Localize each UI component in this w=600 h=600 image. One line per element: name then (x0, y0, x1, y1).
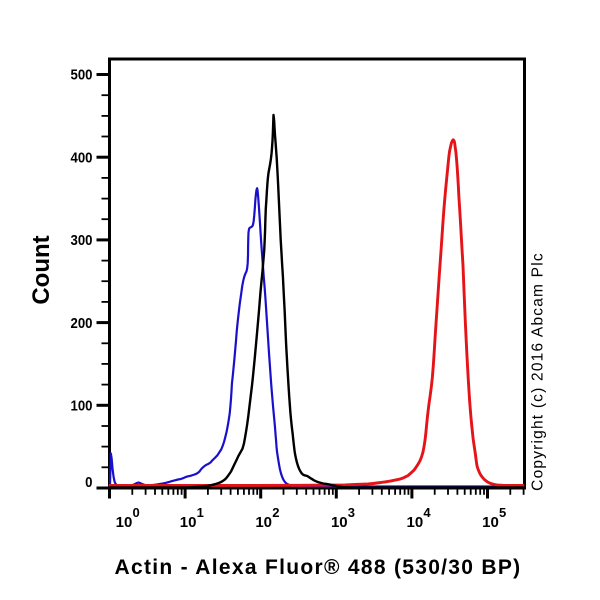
svg-text:3: 3 (348, 505, 355, 520)
svg-text:10: 10 (255, 514, 272, 531)
svg-text:Copyright (c) 2016 Abcam Plc: Copyright (c) 2016 Abcam Plc (530, 252, 547, 491)
svg-text:5: 5 (499, 505, 506, 520)
svg-text:10: 10 (331, 514, 348, 531)
svg-text:10: 10 (482, 514, 499, 531)
svg-text:1: 1 (197, 505, 204, 520)
svg-text:Actin - Alexa Fluor® 488 (530/: Actin - Alexa Fluor® 488 (530/30 BP) (115, 556, 522, 579)
svg-text:200: 200 (71, 314, 93, 331)
svg-text:500: 500 (71, 66, 93, 83)
svg-text:10: 10 (407, 514, 424, 531)
svg-text:10: 10 (116, 514, 133, 531)
svg-text:4: 4 (423, 505, 431, 520)
svg-text:0: 0 (85, 473, 92, 490)
svg-text:400: 400 (71, 149, 93, 166)
svg-text:300: 300 (71, 231, 93, 248)
svg-text:10: 10 (180, 514, 197, 531)
svg-text:Count: Count (28, 235, 55, 304)
svg-text:2: 2 (272, 505, 279, 520)
svg-text:0: 0 (133, 505, 140, 520)
svg-text:100: 100 (71, 397, 93, 414)
